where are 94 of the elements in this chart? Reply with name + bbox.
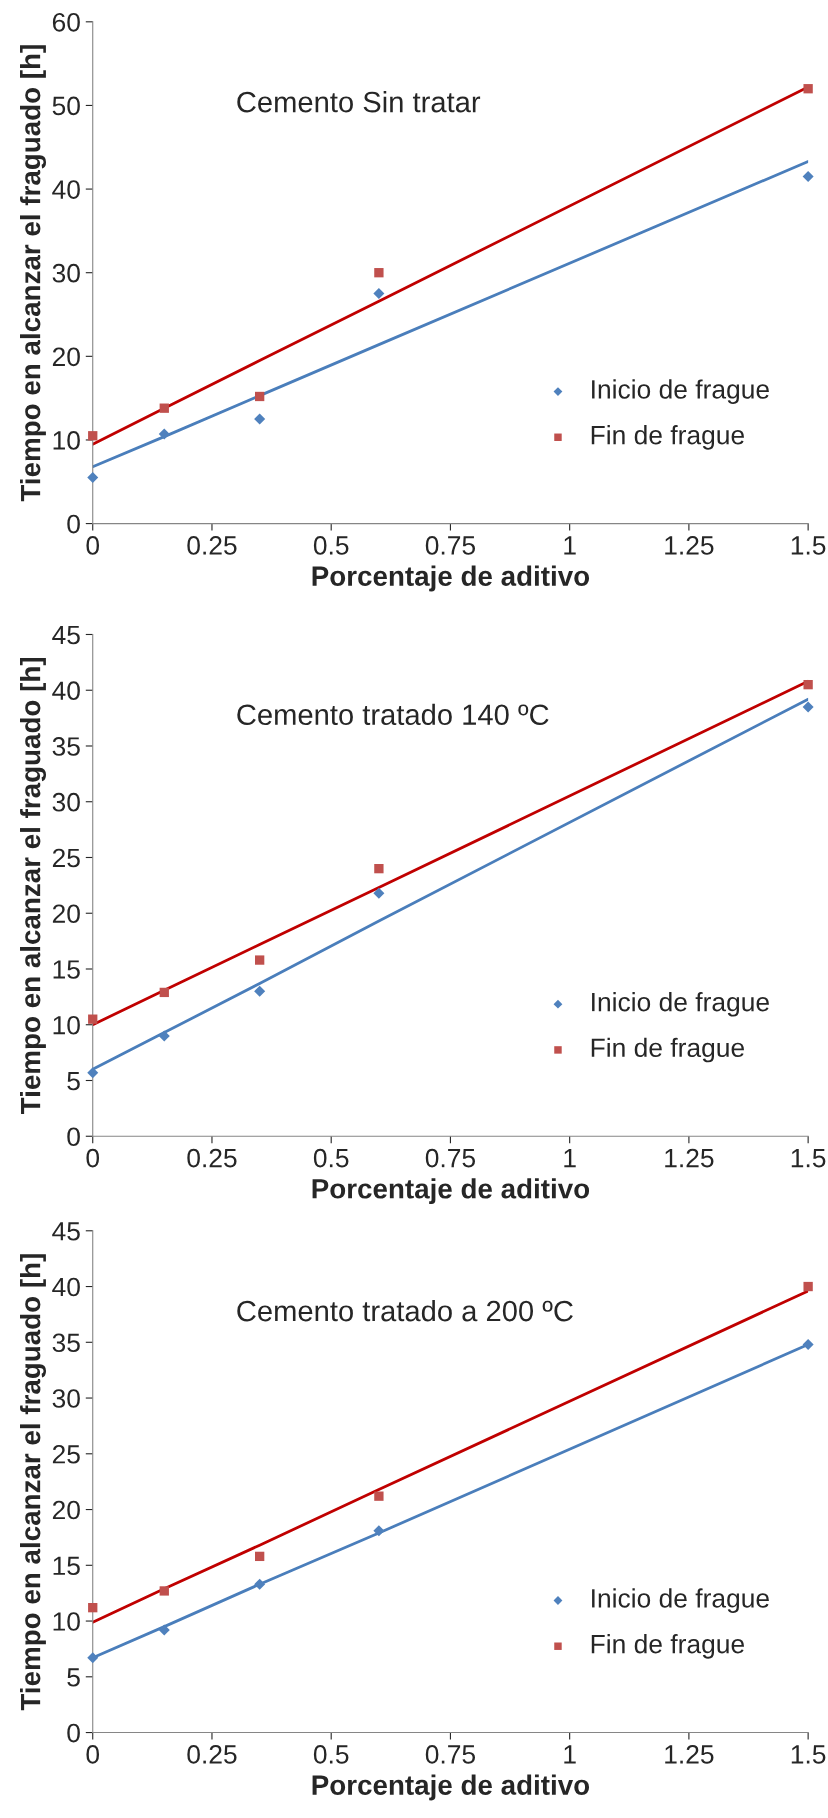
y-tick-label: 50 <box>52 96 80 116</box>
y-axis-title: Tiempo en alcanzar el fraguado [h] <box>20 657 47 1114</box>
y-tick-label: 10 <box>53 431 80 450</box>
y-tick-label: 20 <box>52 904 80 924</box>
legend-label: Fin de frague <box>591 1037 744 1063</box>
y-tick-label: 5 <box>67 1071 80 1091</box>
y-tick-label: 10 <box>53 1612 80 1631</box>
x-tick-label: 0.75 <box>425 1148 476 1168</box>
point <box>87 472 99 484</box>
legend-label: Fin de frague <box>591 425 744 450</box>
x-axis-title: Porcentaje de aditivo <box>312 565 590 592</box>
x-tick-label: 0 <box>86 1745 100 1764</box>
y-tick-label: 15 <box>53 960 80 979</box>
point <box>87 1652 99 1664</box>
legend-label: Inicio de frague <box>592 1588 769 1613</box>
point <box>158 1030 170 1042</box>
x-tick-label: 0.25 <box>187 536 237 555</box>
x-axis-title: Porcentaje de aditivo <box>312 1178 590 1205</box>
point <box>254 413 266 425</box>
point <box>159 403 169 413</box>
y-tick-label: 20 <box>52 347 80 367</box>
y-tick-label: 0 <box>67 1723 80 1743</box>
point <box>255 391 265 402</box>
y-tick-label: 60 <box>52 12 80 32</box>
y-axis-title: Tiempo en alcanzar el fraguado [h] <box>20 45 47 502</box>
point <box>373 288 385 300</box>
y-tick-label: 40 <box>52 681 80 701</box>
point <box>158 428 170 440</box>
point <box>802 1339 814 1351</box>
y-tick-label: 45 <box>52 625 80 645</box>
point <box>88 431 98 441</box>
legend-label: Inicio de frague <box>592 992 769 1017</box>
x-tick-label: 0.5 <box>313 1148 349 1168</box>
y-tick-label: 20 <box>52 1500 80 1520</box>
y-tick-label: 35 <box>52 737 80 756</box>
x-tick-label: 0 <box>86 1148 100 1168</box>
y-axis-title: Tiempo en alcanzar el fraguado [h] <box>20 1254 47 1711</box>
x-tick-label: 0.25 <box>187 1745 237 1764</box>
x-tick-label: 1.25 <box>665 1148 714 1168</box>
y-tick-label: 0 <box>67 514 80 534</box>
y-tick-label: 30 <box>52 263 80 283</box>
y-tick-label: 40 <box>52 180 80 199</box>
x-tick-label: 1.25 <box>665 1745 714 1764</box>
x-tick-label: 1.25 <box>665 536 714 555</box>
point <box>88 1014 98 1024</box>
x-tick-label: 0.5 <box>313 536 349 555</box>
point <box>803 680 813 690</box>
x-tick-label: 0.25 <box>187 1148 237 1168</box>
y-tick-label: 30 <box>52 792 80 812</box>
y-tick-label: 40 <box>52 1277 80 1297</box>
point <box>159 987 169 998</box>
point <box>374 268 384 278</box>
y-tick-label: 10 <box>53 1015 80 1035</box>
point <box>255 1551 265 1562</box>
line-series <box>92 160 809 469</box>
point <box>373 887 385 899</box>
point <box>254 1578 266 1590</box>
y-tick-label: 45 <box>52 1222 80 1241</box>
x-tick-label: 1 <box>564 1745 576 1764</box>
x-axis-title: Porcentaje de aditivo <box>312 1774 590 1801</box>
point <box>158 1624 170 1636</box>
y-tick-label: 25 <box>52 1444 80 1464</box>
legend-label: Fin de frague <box>591 1634 744 1659</box>
point <box>803 1281 813 1292</box>
text: Cemento tratado 140 ºC <box>237 703 549 726</box>
y-tick-label: 25 <box>52 848 80 868</box>
point <box>802 171 814 183</box>
point <box>88 1603 98 1613</box>
x-tick-label: 1 <box>564 1149 576 1168</box>
y-tick-label: 30 <box>52 1389 80 1408</box>
point <box>255 955 265 965</box>
point <box>87 1067 99 1079</box>
y-tick-label: 35 <box>52 1333 80 1353</box>
y-tick-label: 5 <box>67 1668 80 1687</box>
point <box>802 701 814 713</box>
legend-label: Inicio de frague <box>592 379 769 404</box>
x-tick-label: 0.75 <box>425 1745 476 1764</box>
x-tick-label: 0.5 <box>313 1745 349 1764</box>
point <box>374 863 384 874</box>
x-tick-label: 1.5 <box>791 1745 826 1764</box>
x-tick-label: 1.5 <box>791 536 826 555</box>
point <box>254 985 266 997</box>
x-tick-label: 1 <box>564 536 576 555</box>
text: Cemento tratado a 200 ºC <box>237 1299 573 1322</box>
x-tick-label: 1.5 <box>791 1149 826 1168</box>
point <box>159 1586 169 1596</box>
x-tick-label: 0.75 <box>425 536 476 555</box>
point <box>803 84 813 94</box>
x-tick-label: 0 <box>86 536 100 555</box>
point <box>373 1525 385 1537</box>
y-tick-label: 0 <box>67 1127 80 1147</box>
point <box>374 1491 384 1501</box>
text: Cemento Sin tratar <box>237 91 481 113</box>
y-tick-label: 15 <box>53 1556 80 1576</box>
